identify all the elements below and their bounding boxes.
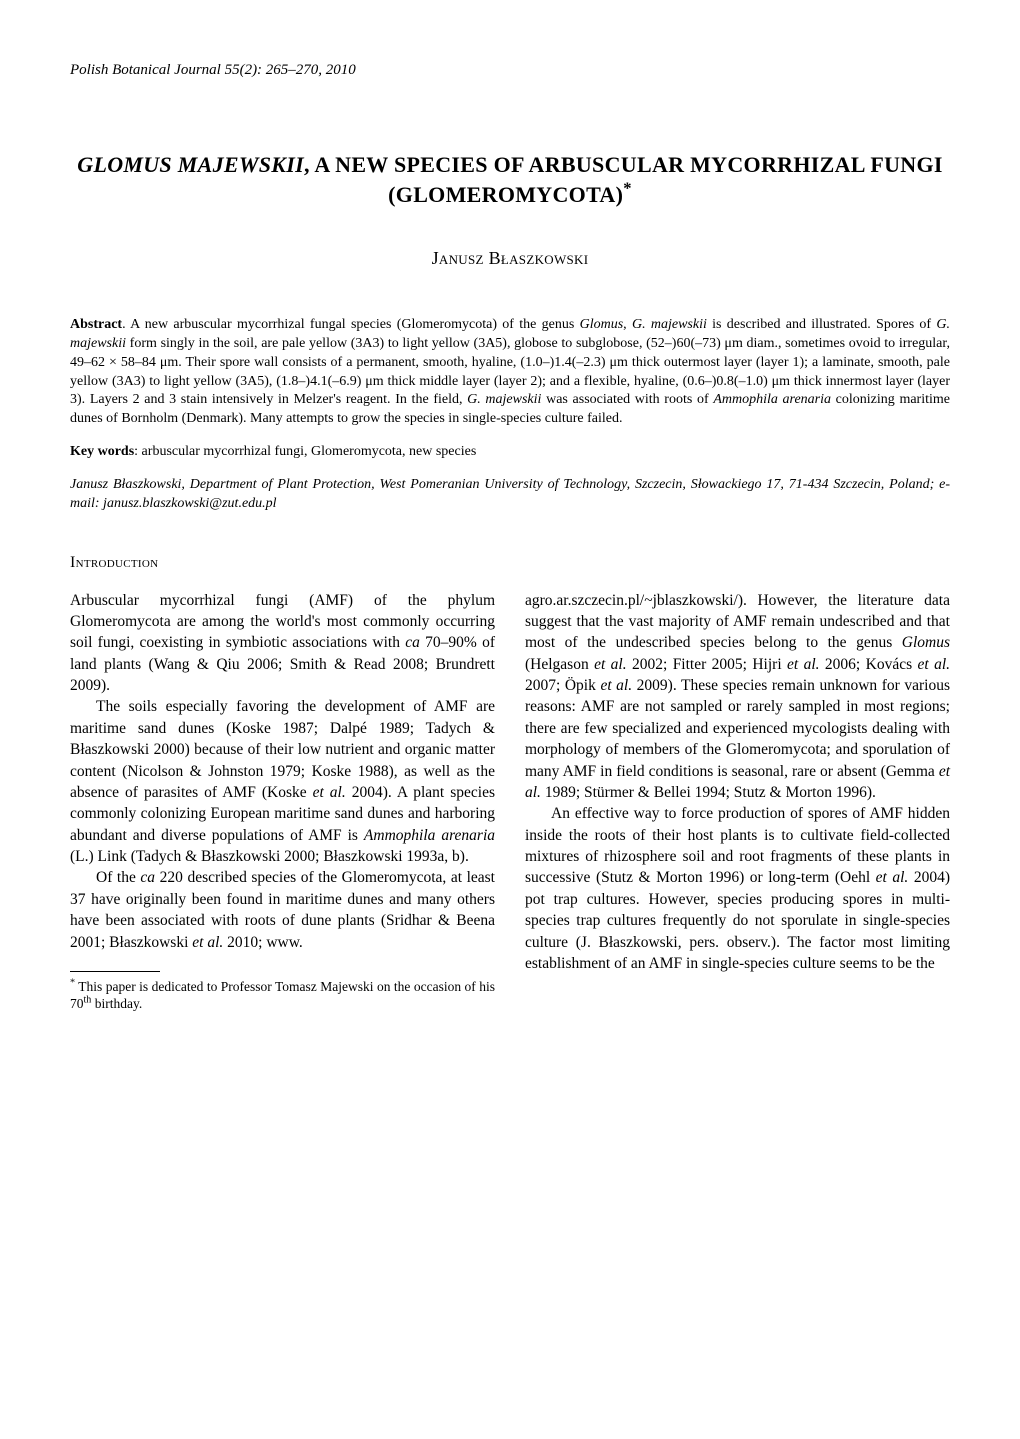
abstract-block: Abstract. A new arbuscular mycorrhizal f… bbox=[70, 316, 950, 429]
body-paragraph: agro.ar.szczecin.pl/~jblaszkowski/). How… bbox=[525, 590, 950, 804]
article-title: GLOMUS MAJEWSKII, A NEW SPECIES OF ARBUS… bbox=[70, 150, 950, 209]
body-paragraph: An effective way to force production of … bbox=[525, 803, 950, 974]
title-species: GLOMUS MAJEWSKII bbox=[77, 152, 304, 177]
title-footnote-marker: * bbox=[623, 179, 632, 198]
keywords-label: Key words bbox=[70, 444, 134, 459]
body-paragraph: Arbuscular mycorrhizal fungi (AMF) of th… bbox=[70, 590, 495, 697]
footnote-text: * This paper is dedicated to Professor T… bbox=[70, 978, 495, 1013]
abstract-text: . A new arbuscular mycorrhizal fungal sp… bbox=[70, 317, 950, 426]
keywords-text: : arbuscular mycorrhizal fungi, Glomerom… bbox=[134, 444, 476, 459]
journal-header: Polish Botanical Journal 55(2): 265–270,… bbox=[70, 60, 950, 80]
section-heading-introduction: Introduction bbox=[70, 552, 950, 574]
abstract-label: Abstract bbox=[70, 317, 122, 332]
footnote-block: * This paper is dedicated to Professor T… bbox=[70, 971, 495, 1013]
body-columns: Arbuscular mycorrhizal fungi (AMF) of th… bbox=[70, 590, 950, 1013]
body-paragraph: The soils especially favoring the develo… bbox=[70, 696, 495, 867]
author-name: Janusz Błaszkowski bbox=[70, 246, 950, 270]
author-affiliation: Janusz Błaszkowski, Department of Plant … bbox=[70, 476, 950, 514]
footnote-marker: * bbox=[70, 977, 75, 988]
keywords-block: Key words: arbuscular mycorrhizal fungi,… bbox=[70, 443, 950, 462]
footnote-rule bbox=[70, 971, 160, 972]
body-paragraph: Of the ca 220 described species of the G… bbox=[70, 867, 495, 953]
